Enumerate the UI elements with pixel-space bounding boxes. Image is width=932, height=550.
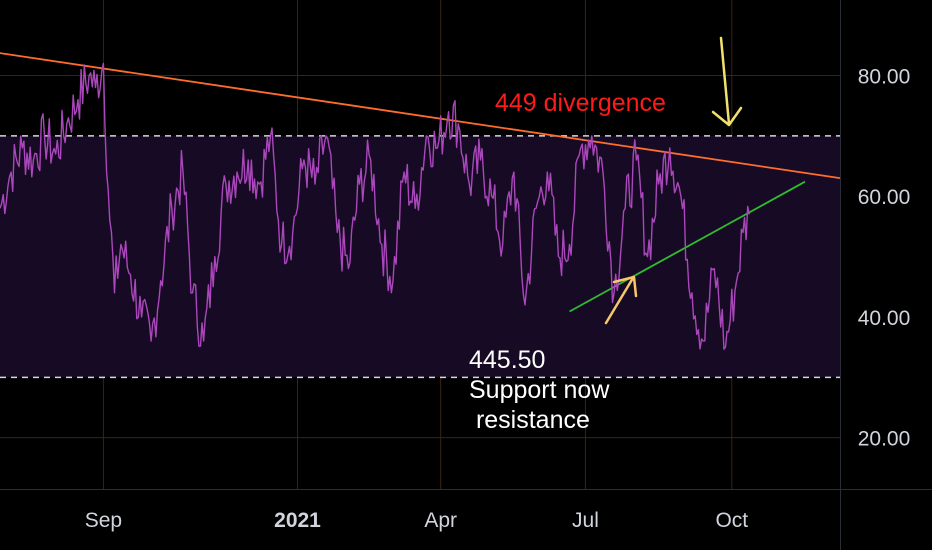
support-label: resistance: [469, 406, 590, 434]
rsi-band-fill: [0, 135, 840, 378]
support-label: Support now: [469, 376, 610, 404]
y-tick-label: 80.00: [858, 65, 911, 88]
arrow-down-icon: [711, 36, 743, 127]
x-tick-label: Apr: [424, 509, 457, 532]
support-trend-line: [569, 180, 806, 313]
rsi-series: [0, 62, 750, 350]
rsi-series-line: [0, 62, 750, 350]
y-tick-label: 20.00: [858, 428, 911, 451]
divergence-label: 449 divergence: [495, 89, 666, 117]
x-tick-label: 2021: [274, 509, 321, 532]
y-axis[interactable]: 20.00 40.00 60.00 80.00: [858, 65, 911, 450]
support-label: 445.50: [469, 346, 545, 374]
x-tick-label: Oct: [715, 509, 748, 532]
y-tick-label: 60.00: [858, 186, 911, 209]
x-tick-label: Sep: [85, 509, 122, 532]
trend-lines: [0, 52, 841, 313]
annotation-arrows: [604, 36, 743, 325]
arrow-up-right-icon: [604, 275, 638, 325]
x-tick-label: Jul: [572, 509, 599, 532]
x-axis[interactable]: Sep 2021 Apr Jul Oct: [85, 509, 749, 532]
y-tick-label: 40.00: [858, 307, 911, 330]
rsi-band: [0, 135, 840, 379]
divergence-trend-line: [0, 52, 841, 179]
